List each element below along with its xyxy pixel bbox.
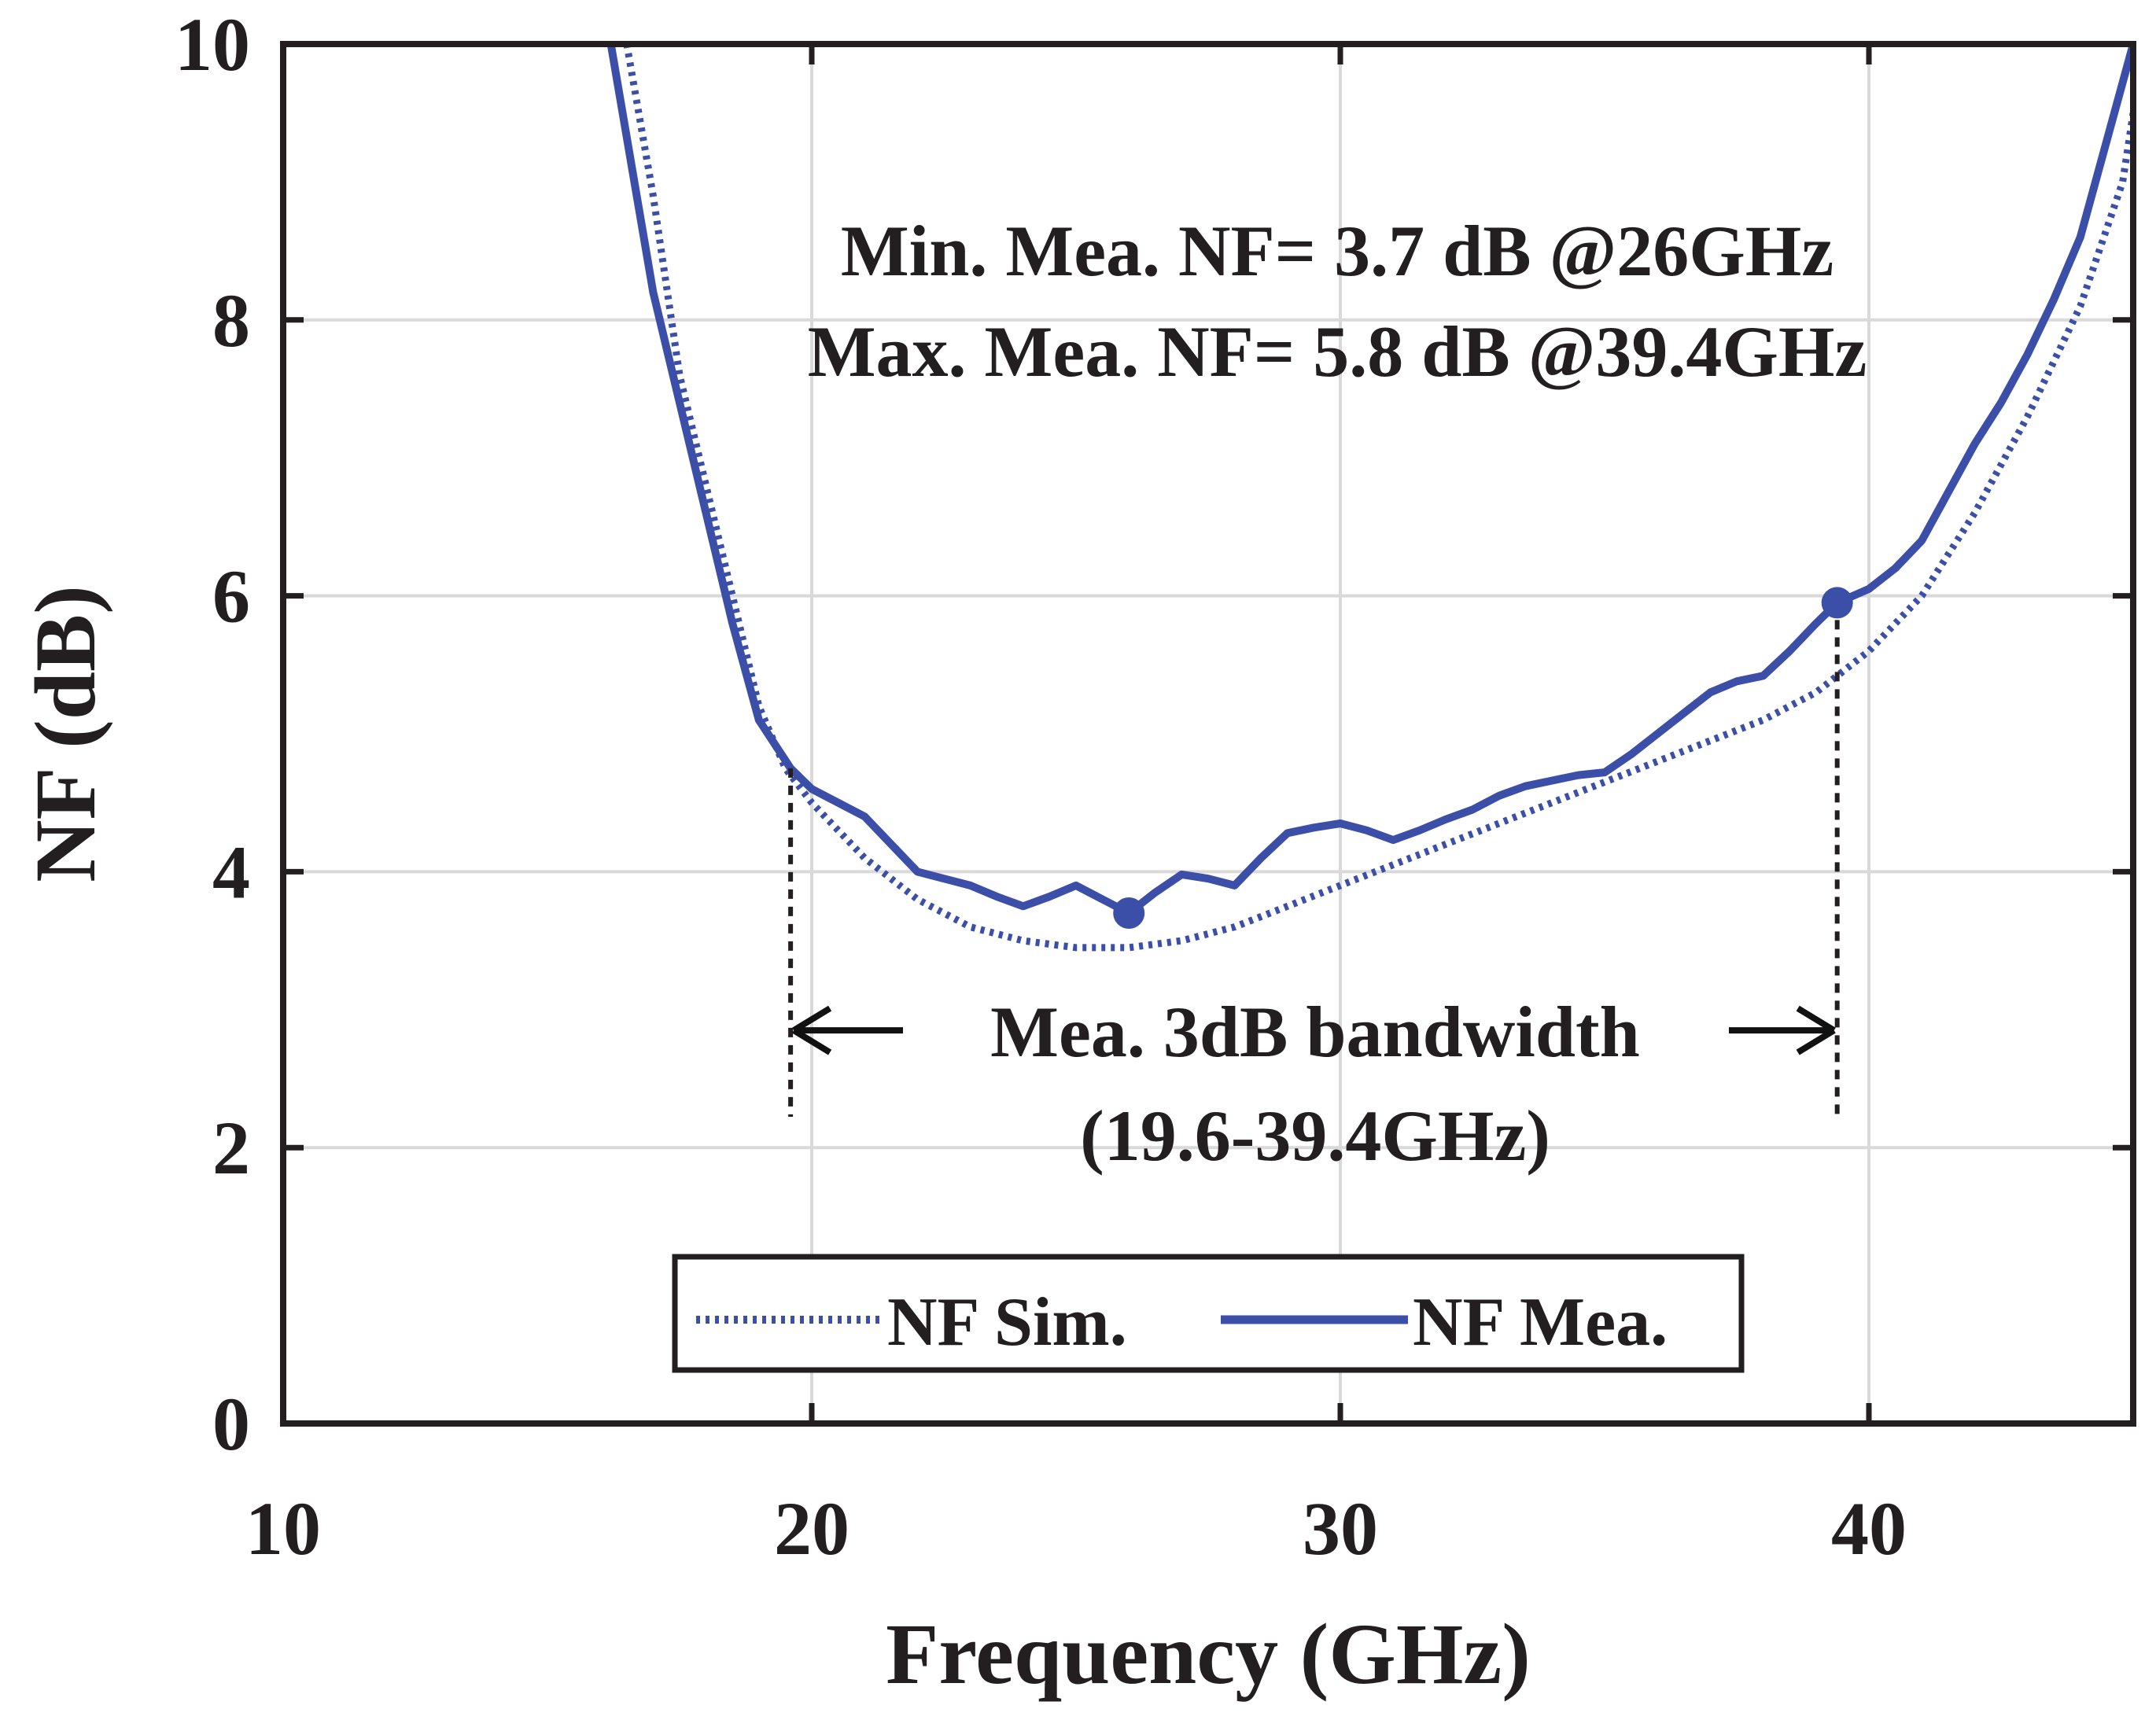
legend-box xyxy=(672,1254,1745,1373)
legend-sim-label: NF Sim. xyxy=(887,1284,1127,1361)
plot-series xyxy=(606,44,2133,1117)
x-tick-label: 10 xyxy=(245,1486,321,1571)
min-nf-annotation: Min. Mea. NF= 3.7 dB @26GHz xyxy=(841,211,1834,291)
plot-frame xyxy=(280,41,2136,1427)
x-axis-label: Frequency (GHz) xyxy=(886,1606,1531,1702)
y-axis-label: NF (dB) xyxy=(17,585,113,882)
min-nf-marker xyxy=(1113,897,1145,930)
bandwidth-annotation-line1: Mea. 3dB bandwidth xyxy=(990,992,1640,1072)
bandwidth-annotation-line2: (19.6-39.4GHz) xyxy=(1080,1096,1550,1176)
y-tick-label: 10 xyxy=(175,2,250,87)
series-nf-mea xyxy=(606,44,2133,917)
y-tick-label: 4 xyxy=(212,830,250,914)
bandwidth-arrowhead-left xyxy=(792,1005,832,1055)
legend: NF Sim. NF Mea. xyxy=(672,1254,1745,1373)
y-tick-label: 0 xyxy=(212,1382,250,1466)
annotations: Min. Mea. NF= 3.7 dB @26GHz Max. Mea. NF… xyxy=(808,211,1867,1176)
legend-mea-label: NF Mea. xyxy=(1413,1284,1668,1361)
x-tick-label: 40 xyxy=(1831,1486,1907,1571)
y-tick-label: 8 xyxy=(212,278,250,363)
x-tick-label: 20 xyxy=(774,1486,850,1571)
tick-labels: 10 20 30 40 0 2 4 6 8 10 xyxy=(175,2,1907,1571)
max-nf-annotation: Max. Mea. NF= 5.8 dB @39.4GHz xyxy=(808,311,1867,392)
max-nf-marker xyxy=(1821,587,1853,619)
x-tick-label: 30 xyxy=(1303,1486,1378,1571)
tick-marks xyxy=(280,41,2133,1427)
bandwidth-arrowhead-right xyxy=(1796,1005,1836,1055)
y-tick-label: 2 xyxy=(212,1106,250,1190)
y-tick-label: 6 xyxy=(212,554,250,639)
